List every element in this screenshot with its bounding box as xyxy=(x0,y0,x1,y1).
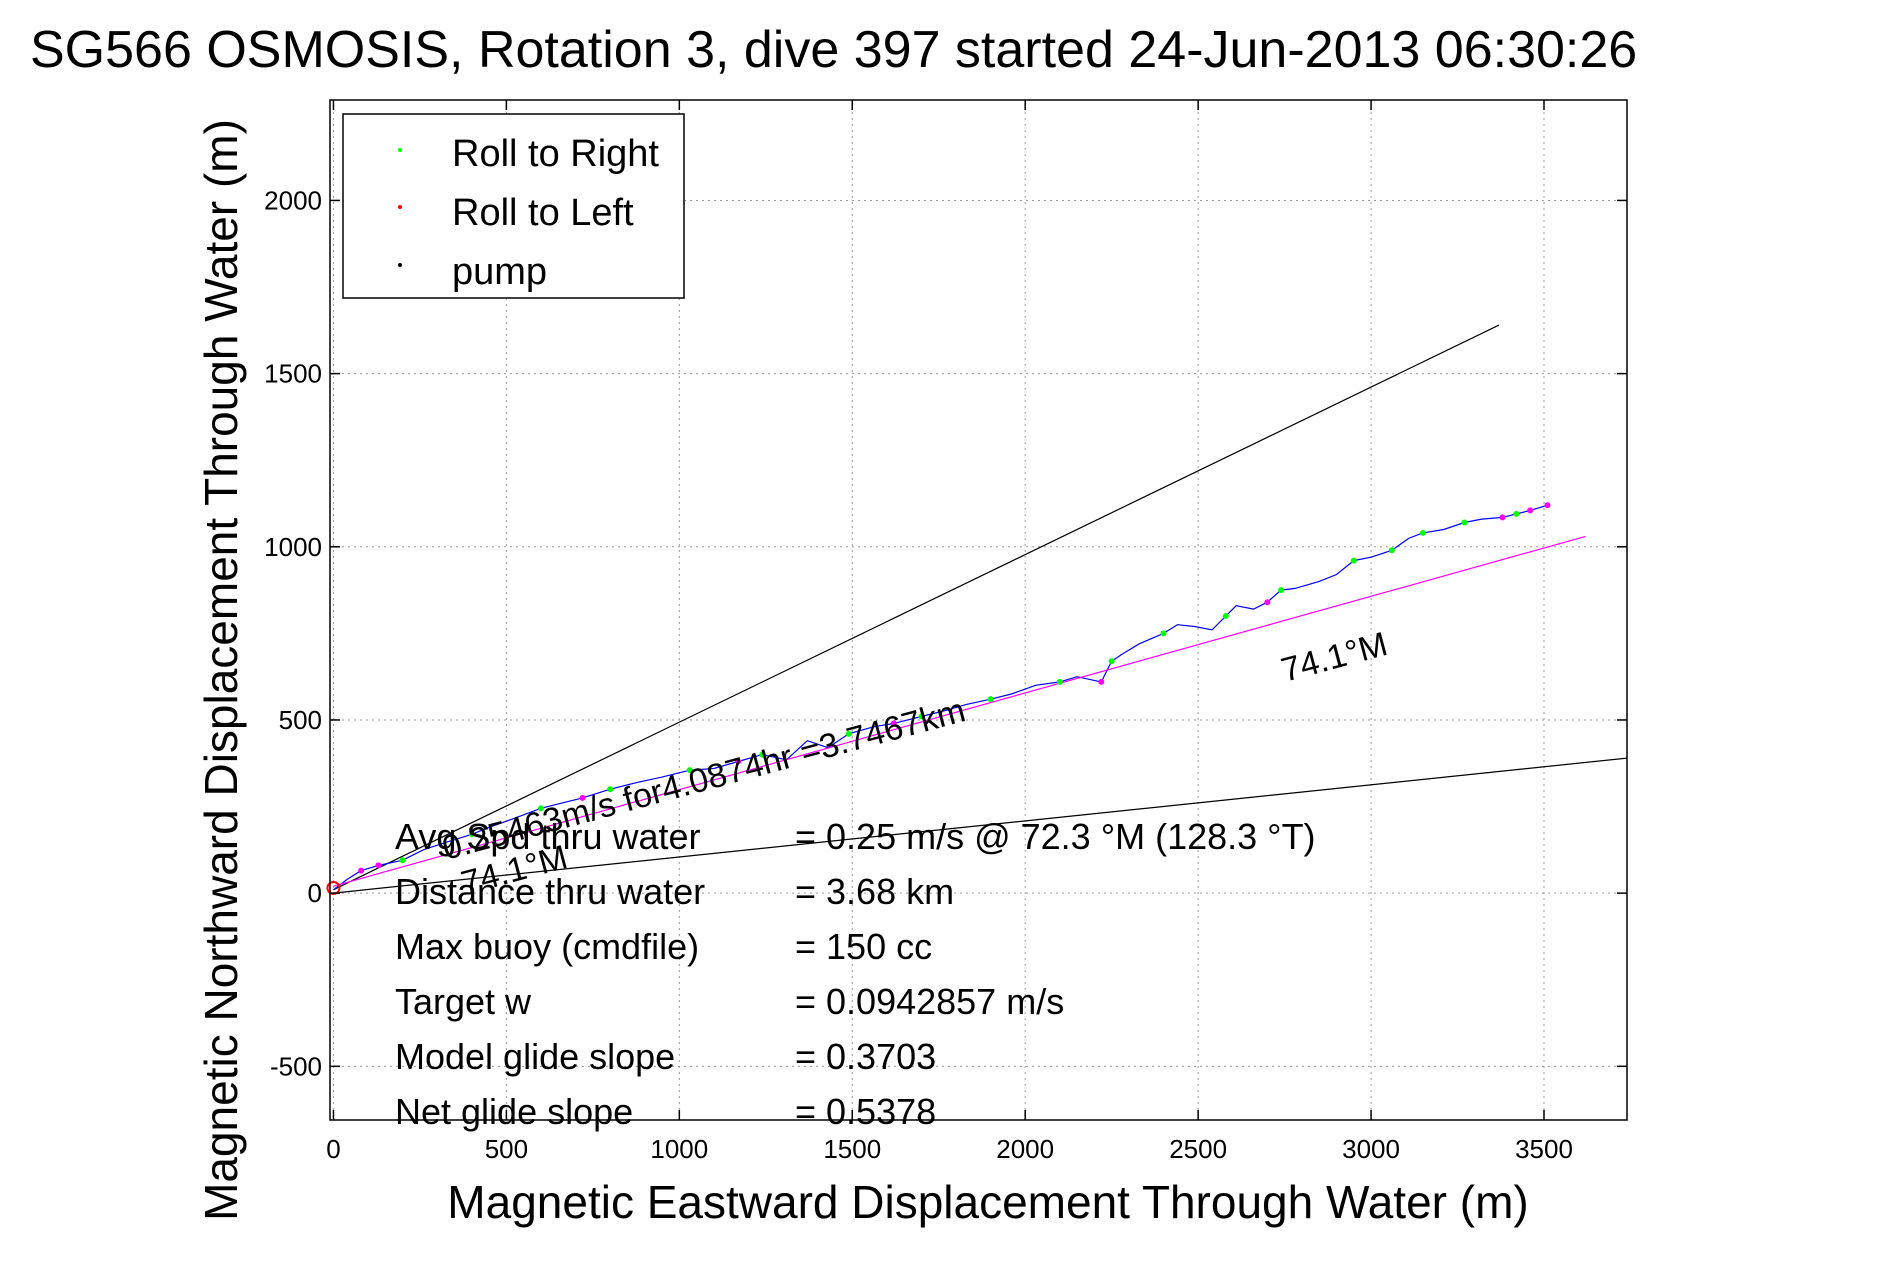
stat-label-avg-spd: Avg Spd thru water xyxy=(395,816,701,857)
legend-label-pump: pump xyxy=(452,251,547,293)
legend-marker-roll-right xyxy=(398,148,402,152)
roll-marker xyxy=(1350,557,1357,564)
roll-marker xyxy=(890,720,897,727)
x-tick-label: 2000 xyxy=(996,1134,1054,1164)
y-tick-label: -500 xyxy=(270,1051,322,1081)
y-tick-label: 500 xyxy=(279,705,322,735)
roll-marker xyxy=(1544,502,1551,509)
target-heading-line xyxy=(333,535,1586,887)
stat-value-model-glide: = 0.3703 xyxy=(795,1036,936,1077)
tick-layer: 0 500 1000 1500 2000 2500 3000 3500 -500 0 500 1000… xyxy=(264,100,1627,1164)
x-tick-label: 3500 xyxy=(1515,1134,1573,1164)
grid-layer xyxy=(330,100,1627,1120)
plot-layer xyxy=(326,324,1628,895)
plot-frame xyxy=(329,99,1628,1121)
roll-marker xyxy=(399,857,406,864)
legend-marker-pump xyxy=(398,263,402,267)
stat-label-target-w: Target w xyxy=(395,981,532,1022)
roll-marker xyxy=(987,696,994,703)
roll-marker xyxy=(735,758,742,765)
heading-reference-line xyxy=(333,324,1500,891)
chart-title: SG566 OSMOSIS, Rotation 3, dive 397 star… xyxy=(30,21,1637,79)
stat-label-net-glide: Net glide slope xyxy=(395,1091,633,1132)
roll-marker xyxy=(1278,587,1285,594)
stat-value-max-buoy: = 150 cc xyxy=(795,926,932,967)
y-tick-label: 1000 xyxy=(264,532,322,562)
roll-marker xyxy=(1499,514,1506,521)
roll-marker xyxy=(759,751,766,758)
y-tick-label: 0 xyxy=(308,878,322,908)
annotation-layer: 74.1°M 74.1°M 0.25463m/s for4.0874hr =3.… xyxy=(438,625,1391,903)
x-tick-label: 1500 xyxy=(823,1134,881,1164)
roll-marker xyxy=(1098,678,1105,685)
roll-marker xyxy=(845,730,852,737)
stat-value-distance: = 3.68 km xyxy=(795,871,954,912)
roll-marker xyxy=(1222,613,1229,620)
stat-label-max-buoy: Max buoy (cmdfile) xyxy=(395,926,699,967)
heading-reference-line xyxy=(333,757,1628,894)
x-tick-label: 2500 xyxy=(1169,1134,1227,1164)
y-tick-label: 2000 xyxy=(264,185,322,215)
x-tick-label: 1000 xyxy=(650,1134,708,1164)
stat-value-target-w: = 0.0942857 m/s xyxy=(795,981,1064,1022)
legend-marker-roll-left xyxy=(398,205,402,209)
x-tick-label: 500 xyxy=(485,1134,528,1164)
x-axis-label: Magnetic Eastward Displacement Through W… xyxy=(447,1176,1528,1228)
roll-marker xyxy=(358,867,365,874)
roll-marker xyxy=(537,805,544,812)
y-tick-label: 1500 xyxy=(264,359,322,389)
y-axis-label: Magnetic Northward Displacement Through … xyxy=(195,119,247,1221)
roll-marker xyxy=(1461,519,1468,526)
stat-label-model-glide: Model glide slope xyxy=(395,1036,675,1077)
heading-label-upper: 74.1°M xyxy=(1277,625,1391,690)
roll-marker xyxy=(918,713,925,720)
roll-marker xyxy=(375,862,382,869)
roll-marker xyxy=(1513,510,1520,517)
stat-value-avg-spd: = 0.25 m/s @ 72.3 °M (128.3 °T) xyxy=(795,816,1316,857)
start-marker xyxy=(326,880,341,895)
roll-marker xyxy=(1056,678,1063,685)
roll-marker xyxy=(579,794,586,801)
roll-marker xyxy=(1160,630,1167,637)
roll-marker xyxy=(607,786,614,793)
legend-label-roll-left: Roll to Left xyxy=(452,192,634,234)
legend: Roll to Right Roll to Left pump xyxy=(342,113,685,299)
roll-marker xyxy=(468,831,475,838)
roll-marker xyxy=(686,767,693,774)
stat-label-distance: Distance thru water xyxy=(395,871,705,912)
x-tick-label: 0 xyxy=(326,1134,340,1164)
roll-marker xyxy=(1388,547,1395,554)
roll-marker xyxy=(1419,529,1426,536)
roll-marker xyxy=(1527,507,1534,514)
x-tick-label: 3000 xyxy=(1342,1134,1400,1164)
stat-value-net-glide: = 0.5378 xyxy=(795,1091,936,1132)
roll-marker xyxy=(1108,658,1115,665)
roll-marker xyxy=(1264,599,1271,606)
legend-label-roll-right: Roll to Right xyxy=(452,133,659,175)
stats-layer: Avg Spd thru water = 0.25 m/s @ 72.3 °M … xyxy=(395,816,1316,1132)
